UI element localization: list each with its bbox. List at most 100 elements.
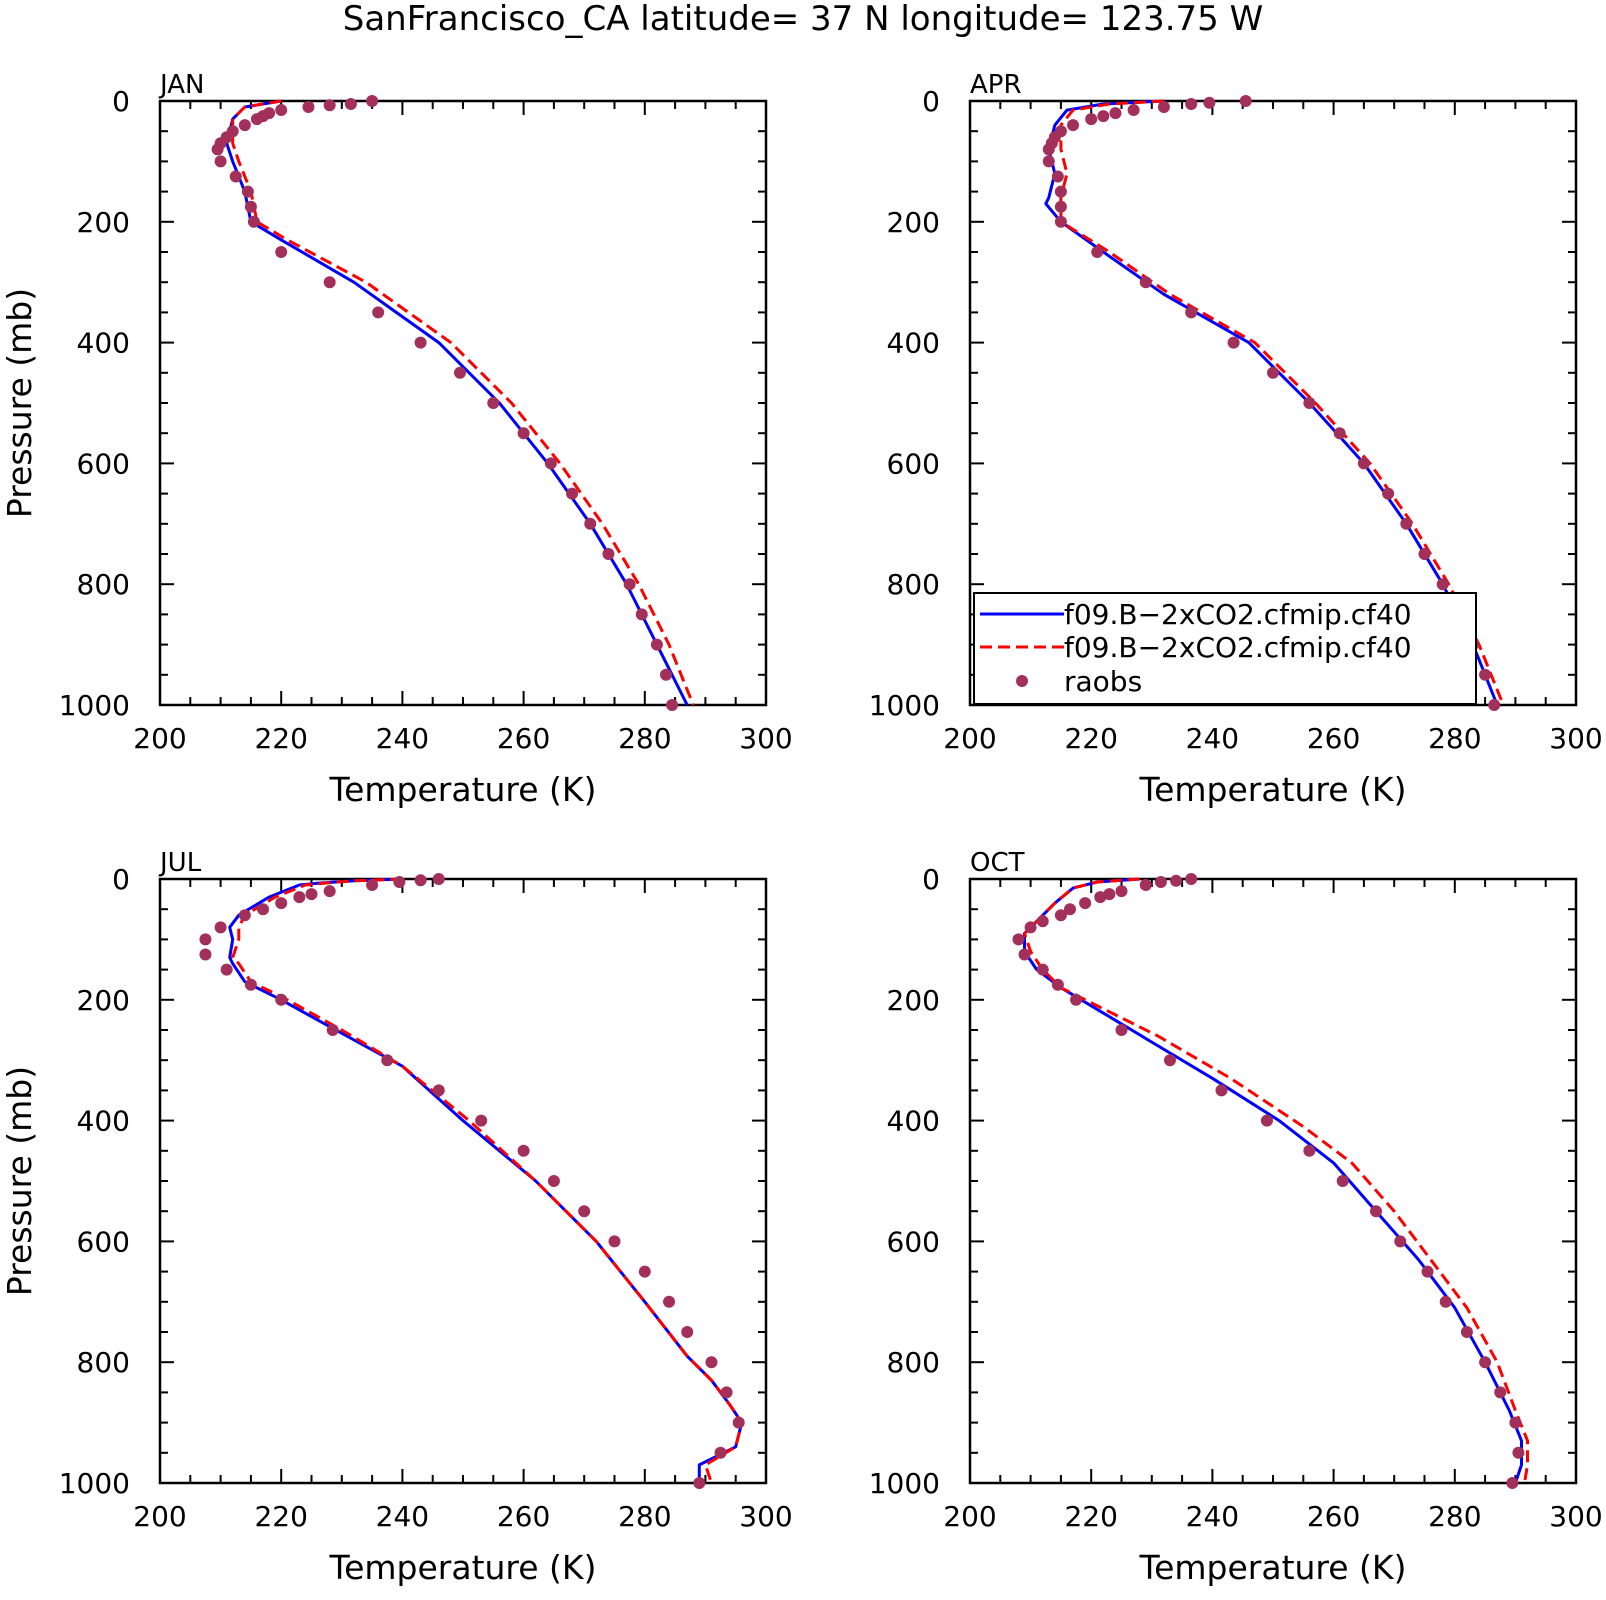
raobs-point [1051, 978, 1064, 991]
raobs-point [608, 1235, 621, 1248]
raobs-point [1091, 246, 1104, 258]
x-tick-label: 280 [618, 1500, 671, 1533]
raobs-point [1018, 948, 1031, 961]
raobs-point [660, 668, 673, 681]
raobs-point [602, 548, 615, 560]
raobs-point [1139, 276, 1152, 289]
x-tick-label: 280 [1428, 722, 1481, 755]
plot-frame [158, 877, 768, 1485]
x-tick-label: 280 [618, 722, 671, 755]
raobs-point [1260, 1114, 1273, 1127]
raobs-point [1170, 874, 1183, 887]
raobs-point [432, 1084, 445, 1097]
raobs-point [1267, 366, 1279, 379]
raobs-point [1215, 1084, 1228, 1097]
y-tick-label: 600 [77, 447, 130, 480]
y-tick-label: 400 [77, 327, 130, 360]
raobs-point [275, 246, 288, 258]
raobs-point [1303, 1144, 1316, 1157]
series-line-solid-blue [228, 877, 744, 1483]
raobs-point [1479, 668, 1492, 681]
y-tick-label: 1000 [869, 689, 940, 722]
raobs-point [487, 397, 500, 409]
raobs-point [432, 873, 445, 885]
raobs-point [1103, 888, 1116, 901]
raobs-point [547, 1175, 560, 1187]
raobs-point [293, 891, 306, 904]
raobs-point [257, 903, 270, 916]
x-tick-label: 220 [254, 1500, 307, 1533]
raobs-point [323, 99, 336, 112]
raobs-point [1085, 113, 1098, 126]
raobs-point [1109, 107, 1122, 120]
x-tick-label: 300 [1549, 1500, 1602, 1533]
raobs-point [584, 517, 597, 530]
raobs-point [414, 874, 427, 887]
y-tick-label: 800 [887, 568, 940, 601]
raobs-point [1094, 891, 1107, 904]
y-tick-label: 800 [77, 1346, 130, 1379]
panel-oct: 200 220 240 260 280 300 0 200 400 600 800 1000 OCT Te… [869, 848, 1603, 1587]
x-tick-label: 240 [1186, 722, 1239, 755]
series-line-dashed-red [1023, 877, 1529, 1484]
raobs-point [1394, 1235, 1407, 1248]
y-tick-label: 1000 [59, 689, 130, 722]
raobs-point [1054, 215, 1067, 228]
raobs-point [220, 963, 233, 976]
raobs-point [305, 888, 318, 901]
x-tick-label: 200 [943, 722, 996, 755]
raobs-point [1127, 104, 1140, 117]
raobs-point [323, 276, 336, 289]
raobs-point [1370, 1205, 1383, 1218]
x-axis-title: Temperature (K) [329, 1548, 597, 1587]
raobs-point [250, 113, 263, 126]
y-tick-label: 400 [887, 1105, 940, 1138]
y-tick-label: 200 [77, 984, 130, 1017]
raobs-point [1336, 1175, 1349, 1187]
raobs-point [1436, 578, 1449, 591]
raobs-point [1054, 200, 1067, 213]
panels-container: 200 220 240 260 280 300 0 200 400 600 800 1000 JAN Te… [0, 70, 1603, 1587]
raobs-point [681, 1326, 694, 1338]
raobs-point [638, 1265, 651, 1278]
y-tick-label: 800 [887, 1346, 940, 1379]
raobs-point [1042, 155, 1055, 168]
raobs-point [635, 608, 648, 621]
y-tick-label: 0 [922, 85, 940, 118]
raobs-point [199, 948, 212, 961]
y-tick-label: 600 [887, 447, 940, 480]
raobs-point [275, 897, 288, 910]
x-tick-label: 200 [133, 1500, 186, 1533]
raobs-point [238, 909, 251, 922]
y-tick-label: 200 [887, 206, 940, 239]
raobs-point [1063, 903, 1076, 916]
raobs-point [1139, 879, 1152, 892]
x-tick-label: 260 [1307, 1500, 1360, 1533]
raobs-point [366, 95, 379, 107]
x-tick-label: 220 [1064, 1500, 1117, 1533]
raobs-point [1418, 548, 1431, 560]
x-axis-title: Temperature (K) [329, 770, 597, 809]
y-tick-label: 200 [77, 206, 130, 239]
raobs-point [414, 336, 427, 349]
raobs-point [1185, 873, 1198, 885]
raobs-point [1054, 185, 1067, 198]
raobs-point [214, 155, 227, 168]
raobs-point [393, 876, 406, 889]
raobs-point [323, 885, 336, 898]
raobs-point [517, 1144, 530, 1157]
raobs-point [1494, 1386, 1507, 1399]
y-tick-label: 600 [77, 1225, 130, 1258]
plot-frame [968, 877, 1578, 1485]
x-tick-label: 260 [497, 722, 550, 755]
raobs-point [1460, 1326, 1473, 1338]
raobs-point [1512, 1446, 1525, 1459]
main-title: SanFrancisco_CA latitude= 37 N longitude… [343, 0, 1264, 39]
legend-label: raobs [1064, 665, 1142, 698]
y-tick-label: 1000 [869, 1467, 940, 1500]
legend: f09.B−2xCO2.cfmip.cf40f09.B−2xCO2.cfmip.… [973, 592, 1477, 705]
x-tick-label: 300 [739, 1500, 792, 1533]
raobs-point [1051, 170, 1064, 183]
raobs-point [475, 1114, 488, 1127]
